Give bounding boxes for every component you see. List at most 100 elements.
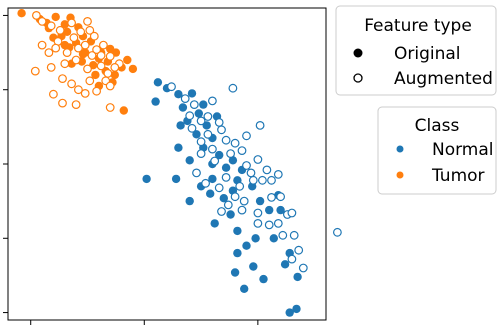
point-tumor-augmented-20: [46, 63, 56, 72]
point-normal-original-3: [187, 89, 197, 98]
point-tumor-augmented-12: [62, 48, 72, 57]
point-tumor-augmented-42: [105, 103, 115, 112]
point-normal-original-22: [206, 189, 215, 198]
point-normal-original-34: [174, 143, 183, 152]
point-tumor-augmented-38: [96, 51, 106, 60]
point-tumor-augmented-3: [55, 25, 65, 35]
point-normal-original-29: [265, 205, 274, 215]
point-normal-original-9: [192, 130, 201, 139]
point-tumor-augmented-26: [37, 40, 47, 50]
point-normal-original-45: [259, 274, 268, 284]
legend-tumor-marker: [396, 171, 404, 179]
point-normal-augmented-49: [196, 137, 206, 147]
point-normal-augmented-50: [210, 156, 220, 166]
point-normal-augmented-11: [221, 135, 231, 145]
point-normal-augmented-17: [237, 146, 247, 156]
point-tumor-augmented-33: [80, 88, 90, 98]
point-tumor-augmented-40: [58, 98, 67, 108]
point-normal-augmented-14: [230, 138, 240, 148]
point-normal-original-26: [171, 174, 181, 184]
point-normal-original-36: [276, 205, 285, 215]
point-normal-augmented-45: [217, 207, 226, 216]
point-tumor-original-23: [110, 70, 120, 80]
point-normal-original-18: [208, 174, 217, 184]
point-normal-augmented-30: [230, 192, 240, 202]
point-tumor-augmented-18: [60, 59, 70, 69]
point-normal-original-39: [233, 248, 242, 258]
point-tumor-augmented-17: [71, 55, 81, 65]
point-normal-augmented-42: [333, 227, 342, 237]
point-normal-augmented-38: [278, 230, 288, 240]
point-tumor-original-24: [81, 48, 90, 57]
point-normal-augmented-25: [248, 175, 258, 185]
point-normal-augmented-48: [185, 111, 195, 121]
point-tumor-original-27: [128, 64, 138, 74]
point-normal-augmented-53: [267, 192, 276, 202]
point-normal-original-13: [228, 156, 238, 165]
point-normal-augmented-1: [180, 94, 190, 103]
point-tumor-original-0: [17, 9, 26, 18]
point-normal-original-37: [233, 226, 242, 236]
point-tumor-augmented-4: [67, 18, 76, 28]
point-tumor-augmented-2: [46, 21, 56, 31]
point-tumor-augmented-19: [83, 64, 92, 74]
point-normal-augmented-24: [258, 175, 267, 185]
point-normal-original-20: [185, 156, 194, 165]
point-normal-original-28: [255, 196, 265, 206]
point-tumor-augmented-24: [103, 68, 113, 78]
point-normal-augmented-21: [262, 165, 272, 175]
point-normal-augmented-27: [214, 183, 224, 193]
point-tumor-augmented-10: [89, 31, 99, 41]
point-normal-augmented-2: [189, 100, 199, 109]
point-normal-augmented-40: [287, 254, 297, 264]
point-normal-augmented-7: [196, 116, 206, 126]
point-tumor-original-8: [62, 27, 72, 36]
point-normal-original-47: [293, 272, 302, 282]
point-normal-augmented-20: [242, 161, 251, 170]
point-normal-augmented-46: [253, 218, 263, 228]
point-normal-original-5: [178, 103, 188, 112]
point-tumor-original-25: [60, 40, 69, 50]
legend-augmented-marker: [353, 73, 363, 83]
point-normal-original-40: [242, 241, 251, 250]
legend-tumor-label: Tumor: [431, 166, 485, 186]
point-normal-augmented-36: [264, 220, 274, 230]
point-normal-augmented-6: [214, 117, 224, 127]
point-normal-original-44: [249, 262, 258, 271]
legend-normal-marker: [396, 145, 404, 153]
point-normal-original-35: [210, 219, 219, 228]
point-tumor-original-5: [60, 20, 69, 29]
point-normal-augmented-28: [201, 178, 211, 188]
point-normal-augmented-16: [255, 120, 265, 130]
point-normal-original-49: [285, 308, 294, 317]
point-tumor-augmented-25: [110, 63, 120, 72]
point-normal-original-14: [221, 163, 231, 172]
point-tumor-augmented-29: [85, 76, 95, 86]
point-tumor-augmented-31: [105, 81, 115, 91]
point-tumor-augmented-8: [69, 33, 79, 43]
point-normal-augmented-39: [294, 245, 304, 255]
point-normal-original-21: [185, 196, 194, 206]
point-normal-augmented-8: [187, 123, 197, 133]
point-tumor-original-33: [119, 106, 128, 115]
point-normal-augmented-5: [203, 112, 213, 121]
point-normal-augmented-47: [287, 208, 297, 218]
point-normal-augmented-19: [246, 168, 256, 178]
point-tumor-augmented-37: [87, 51, 97, 60]
point-normal-original-41: [269, 234, 278, 243]
point-normal-augmented-33: [253, 208, 263, 218]
point-tumor-augmented-39: [49, 89, 58, 99]
point-normal-augmented-51: [226, 149, 236, 159]
legend-feature-type: Feature type Original Augmented: [335, 5, 497, 96]
point-tumor-augmented-41: [71, 100, 81, 109]
point-normal-original-38: [251, 234, 260, 243]
point-tumor-augmented-5: [76, 27, 86, 37]
point-normal-original-43: [230, 268, 240, 277]
point-normal-original-4: [151, 97, 160, 106]
point-tumor-augmented-36: [58, 74, 67, 83]
point-tumor-augmented-16: [92, 45, 101, 54]
point-tumor-augmented-9: [85, 25, 95, 35]
point-normal-augmented-4: [228, 83, 238, 93]
point-tumor-augmented-35: [67, 79, 76, 89]
